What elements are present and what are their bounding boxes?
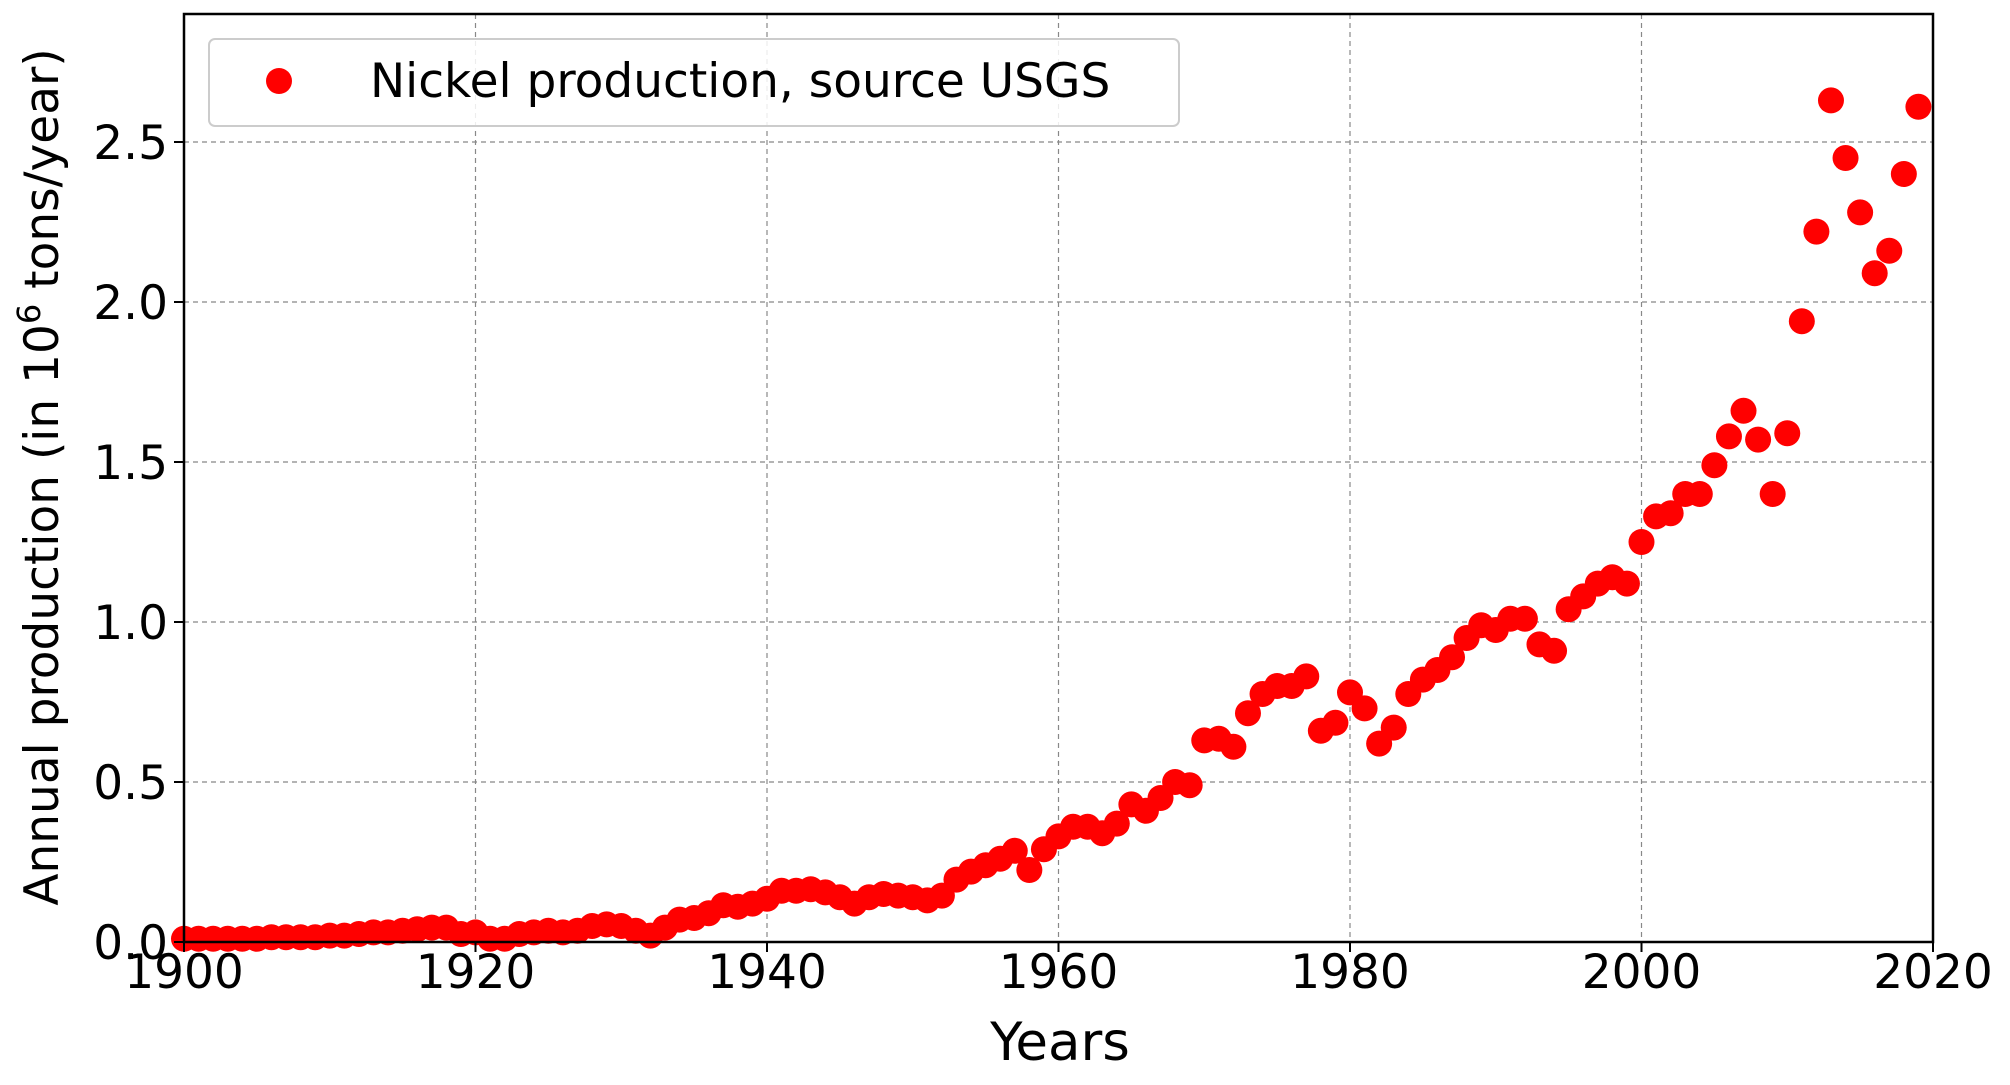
x-tick-label: 1940: [707, 945, 827, 1000]
data-point: [1890, 161, 1917, 187]
legend-box: [208, 38, 1180, 127]
x-axis-label: Years: [989, 1012, 1130, 1073]
data-point: [1686, 481, 1713, 507]
legend: Nickel production, source USGS: [208, 38, 1180, 127]
data-point: [1541, 637, 1568, 664]
data-point: [1001, 837, 1028, 864]
x-tick-label: 2020: [1873, 945, 1993, 1000]
data-point: [1234, 700, 1261, 727]
data-point: [1613, 570, 1640, 597]
data-point: [1832, 145, 1859, 171]
data-point: [1439, 644, 1466, 671]
y-tick-labels: 0.0 0.5 1.0 1.5 2.0 2.5: [93, 116, 168, 971]
y-tick-label: 2.0: [93, 276, 168, 331]
data-point: [1380, 714, 1407, 741]
data-point: [1817, 87, 1844, 114]
y-axis-label-suffix: tons/year): [15, 48, 70, 303]
data-point: [1730, 397, 1757, 424]
data-point: [1774, 420, 1801, 447]
y-tick-label: 1.5: [93, 436, 168, 491]
data-point: [1759, 481, 1786, 507]
y-tick-label: 2.5: [93, 116, 168, 171]
legend-label: Nickel production, source USGS: [370, 54, 1110, 109]
y-axis-label-prefix: Annual production (in 10: [15, 324, 70, 906]
data-point: [1322, 709, 1349, 736]
data-point: [1715, 423, 1742, 450]
data-point: [1628, 529, 1655, 555]
data-point: [1511, 605, 1538, 632]
x-tick-label: 2000: [1582, 945, 1702, 1000]
data-point: [1220, 733, 1247, 760]
y-axis-label: Annual production (in 106 tons/year): [10, 48, 70, 905]
data-point: [1293, 663, 1320, 690]
data-point: [1905, 93, 1932, 120]
data-point: [1876, 237, 1903, 264]
data-point: [1861, 260, 1888, 287]
grid: [183, 14, 1934, 943]
legend-marker: [266, 68, 292, 94]
data-point: [1847, 199, 1874, 226]
data-point: [1657, 500, 1684, 527]
data-points: [171, 87, 1932, 952]
y-axis-label-superscript: 6: [10, 304, 48, 324]
x-tick-label: 1900: [124, 945, 244, 1000]
data-point: [1176, 772, 1203, 799]
data-point: [1103, 810, 1130, 837]
x-tick-labels: 1900 1920 1940 1960 1980 2000 2020: [124, 945, 1993, 1000]
axis-ticks: [174, 141, 1934, 952]
data-point: [1351, 695, 1378, 722]
y-tick-label: 1.0: [93, 596, 168, 651]
x-tick-label: 1980: [1290, 945, 1410, 1000]
data-point: [1701, 452, 1728, 479]
x-tick-label: 1920: [416, 945, 536, 1000]
data-point: [1745, 426, 1772, 453]
x-tick-label: 1960: [999, 945, 1119, 1000]
data-point: [1016, 857, 1043, 883]
y-tick-label: 0.0: [93, 916, 168, 971]
data-point: [1788, 308, 1815, 335]
data-point: [1803, 218, 1830, 245]
y-tick-label: 0.5: [93, 756, 168, 811]
